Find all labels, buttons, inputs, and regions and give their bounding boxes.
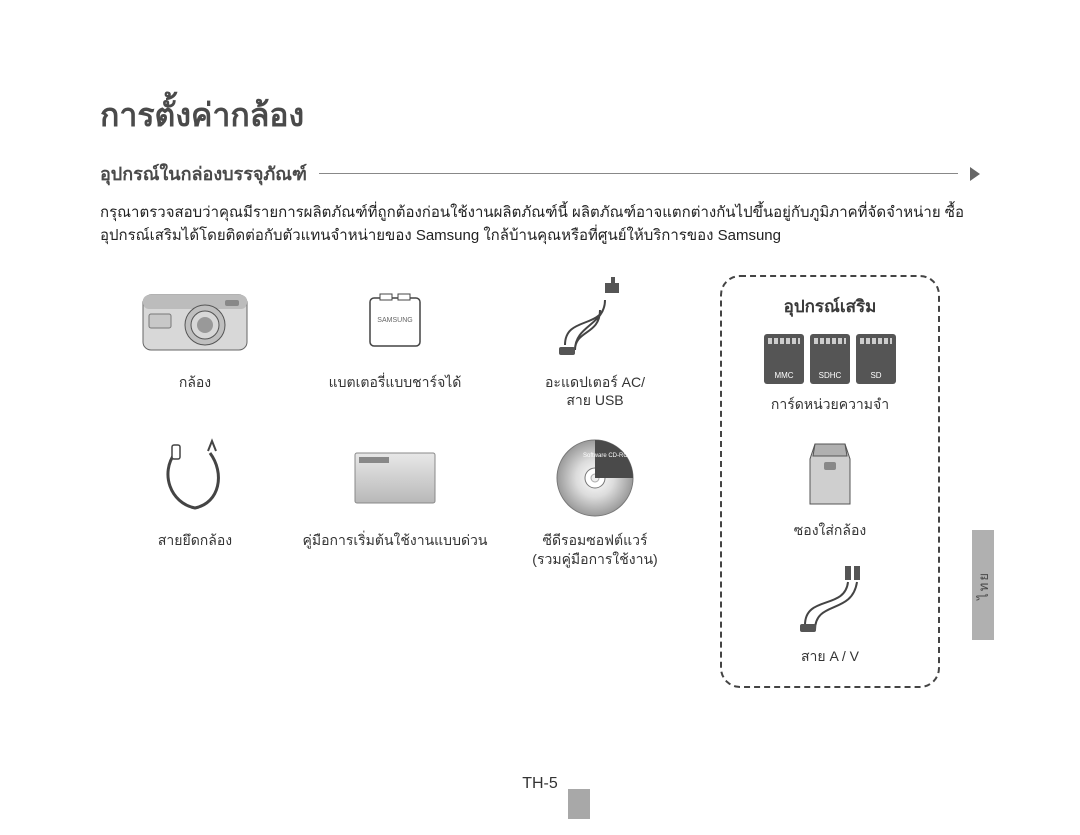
memory-cards-row: MMC SDHC SD xyxy=(764,334,896,384)
card-label: SDHC xyxy=(819,371,842,380)
description-text: กรุณาตรวจสอบว่าคุณมีรายการผลิตภัณฑ์ที่ถู… xyxy=(100,202,980,247)
cd-icon: Software CD-ROM xyxy=(535,433,655,523)
item-label: กล้อง xyxy=(179,373,211,409)
item-label: ซีดีรอมซอฟต์แวร์ (รวมคู่มือการใช้งาน) xyxy=(532,531,657,567)
page-number: TH-5 xyxy=(522,775,558,793)
arrow-right-icon xyxy=(970,167,980,181)
page-mark xyxy=(568,789,590,819)
item-strap: สายยึดกล้อง xyxy=(135,433,255,567)
item-label: คู่มือการเริ่มต้นใช้งานแบบด่วน xyxy=(303,531,488,567)
subheading: อุปกรณ์ในกล่องบรรจุภัณฑ์ xyxy=(100,159,307,188)
optional-item-label: ซองใส่กล้อง xyxy=(794,520,866,542)
rule-line xyxy=(319,173,958,174)
card-label: SD xyxy=(870,371,881,380)
language-tab-label: ไทย xyxy=(973,571,994,600)
svg-text:Software CD-ROM: Software CD-ROM xyxy=(583,453,633,459)
optional-item-label: การ์ดหน่วยความจำ xyxy=(771,394,889,416)
item-cd: Software CD-ROM ซีดีรอมซอฟต์แวร์ (รวมคู่… xyxy=(532,433,657,567)
optional-title: อุปกรณ์เสริม xyxy=(784,293,877,320)
av-cable-icon xyxy=(790,560,870,640)
included-items-grid: กล้อง SAMSUNG แบตเตอรี่แบบชาร์จได้ xyxy=(100,275,690,568)
camera-case-icon xyxy=(790,434,870,514)
manual-icon xyxy=(335,433,455,523)
item-adapter-cable: อะแดปเตอร์ AC/ สาย USB xyxy=(535,275,655,409)
item-camera: กล้อง xyxy=(135,275,255,409)
subheading-row: อุปกรณ์ในกล่องบรรจุภัณฑ์ xyxy=(100,159,980,188)
strap-icon xyxy=(135,433,255,523)
optional-accessories-box: อุปกรณ์เสริม MMC SDHC SD การ์ดหน่วยความจ… xyxy=(720,275,940,688)
item-label: อะแดปเตอร์ AC/ สาย USB xyxy=(545,373,645,409)
memory-card-icon: SD xyxy=(856,334,896,384)
item-label: สายยึดกล้อง xyxy=(158,531,232,567)
page: การตั้งค่ากล้อง อุปกรณ์ในกล่องบรรจุภัณฑ์… xyxy=(0,0,1080,688)
card-label: MMC xyxy=(774,371,793,380)
cable-plug-icon xyxy=(535,275,655,365)
camera-icon xyxy=(135,275,255,365)
memory-card-icon: MMC xyxy=(764,334,804,384)
svg-text:SAMSUNG: SAMSUNG xyxy=(377,317,412,324)
item-battery: SAMSUNG แบตเตอรี่แบบชาร์จได้ xyxy=(329,275,462,409)
content-row: กล้อง SAMSUNG แบตเตอรี่แบบชาร์จได้ xyxy=(100,275,980,688)
item-manual: คู่มือการเริ่มต้นใช้งานแบบด่วน xyxy=(303,433,488,567)
item-label: แบตเตอรี่แบบชาร์จได้ xyxy=(329,373,462,409)
memory-card-icon: SDHC xyxy=(810,334,850,384)
optional-item-label: สาย A / V xyxy=(801,646,859,668)
battery-icon: SAMSUNG xyxy=(335,275,455,365)
page-title: การตั้งค่ากล้อง xyxy=(100,90,980,141)
language-tab: ไทย xyxy=(972,530,994,640)
